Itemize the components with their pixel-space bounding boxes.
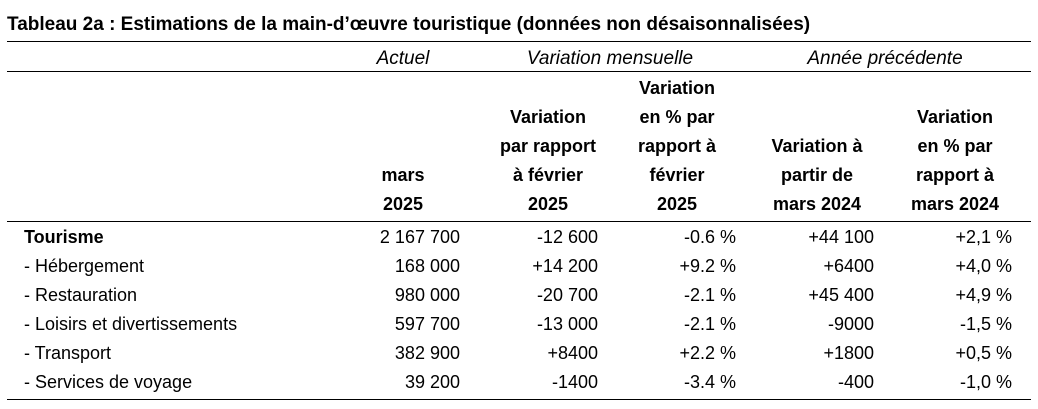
row-label: - Loisirs et divertissements [24,314,238,334]
row-label: - Services de voyage [24,372,193,392]
table-row: - Services de voyage 39 200 -1400 -3.4 %… [0,368,1038,397]
row-label: - Transport [24,343,112,363]
cell-variation-fevrier: -1400 [551,372,598,392]
cell-variation-fevrier: -12 600 [536,227,598,247]
header-variation-pct-mars-2024: Variation en % par rapport à mars 2024 [910,107,1000,214]
cell-actuel: 980 000 [394,285,460,305]
row-label: Tourisme [24,227,104,247]
cell-variation-pct-mars-2024: -1,5 % [959,314,1012,334]
header-variation-fevrier: Variation par rapport à février 2025 [499,107,596,214]
group-variation-mensuelle: Variation mensuelle [526,48,694,69]
cell-variation-pct-fevrier: +2.2 % [679,343,736,363]
row-label: - Hébergement [24,256,145,276]
title-rule [7,41,1031,42]
cell-actuel: 39 200 [404,372,460,392]
table-row: Tourisme 2 167 700 -12 600 -0.6 % +44 10… [0,223,1038,252]
cell-variation-mars-2024: +44 100 [808,227,874,247]
table-row: - Loisirs et divertissements 597 700 -13… [0,310,1038,339]
group-annee-precedente: Année précédente [807,48,963,69]
table-row: - Transport 382 900 +8400 +2.2 % +1800 +… [0,339,1038,368]
header-variation-mars-2024: Variation à partir de mars 2024 [771,136,863,214]
cell-variation-pct-mars-2024: -1,0 % [959,372,1012,392]
cell-variation-fevrier: +8400 [547,343,598,363]
group-actuel: Actuel [376,48,430,69]
cell-variation-fevrier: +14 200 [532,256,598,276]
group-rule [7,71,1031,72]
cell-variation-pct-fevrier: -2.1 % [683,314,736,334]
cell-actuel: 597 700 [394,314,460,334]
cell-variation-pct-mars-2024: +4,0 % [955,256,1012,276]
cell-actuel: 382 900 [394,343,460,363]
cell-variation-pct-fevrier: -0.6 % [683,227,736,247]
table-row: - Restauration 980 000 -20 700 -2.1 % +4… [0,281,1038,310]
cell-variation-mars-2024: -9000 [827,314,874,334]
cell-variation-pct-fevrier: +9.2 % [679,256,736,276]
cell-variation-mars-2024: +45 400 [808,285,874,305]
row-label: - Restauration [24,285,138,305]
cell-actuel: 2 167 700 [379,227,460,247]
cell-variation-pct-mars-2024: +0,5 % [955,343,1012,363]
cell-variation-mars-2024: +1800 [823,343,874,363]
cell-variation-pct-mars-2024: +4,9 % [955,285,1012,305]
table-row: - Hébergement 168 000 +14 200 +9.2 % +64… [0,252,1038,281]
table-title: Tableau 2a : Estimations de la main-d’œu… [7,14,811,35]
header-variation-pct-fevrier: Variation en % par rapport à février 202… [637,78,716,214]
bottom-rule [7,399,1031,400]
cell-variation-pct-fevrier: -2.1 % [683,285,736,305]
cell-variation-pct-fevrier: -3.4 % [683,372,736,392]
cell-variation-fevrier: -13 000 [536,314,598,334]
cell-variation-pct-mars-2024: +2,1 % [955,227,1012,247]
cell-variation-fevrier: -20 700 [536,285,598,305]
header-rule [7,221,1031,222]
cell-actuel: 168 000 [394,256,460,276]
header-mars-2025: mars 2025 [381,165,425,214]
cell-variation-mars-2024: +6400 [823,256,874,276]
cell-variation-mars-2024: -400 [837,372,874,392]
